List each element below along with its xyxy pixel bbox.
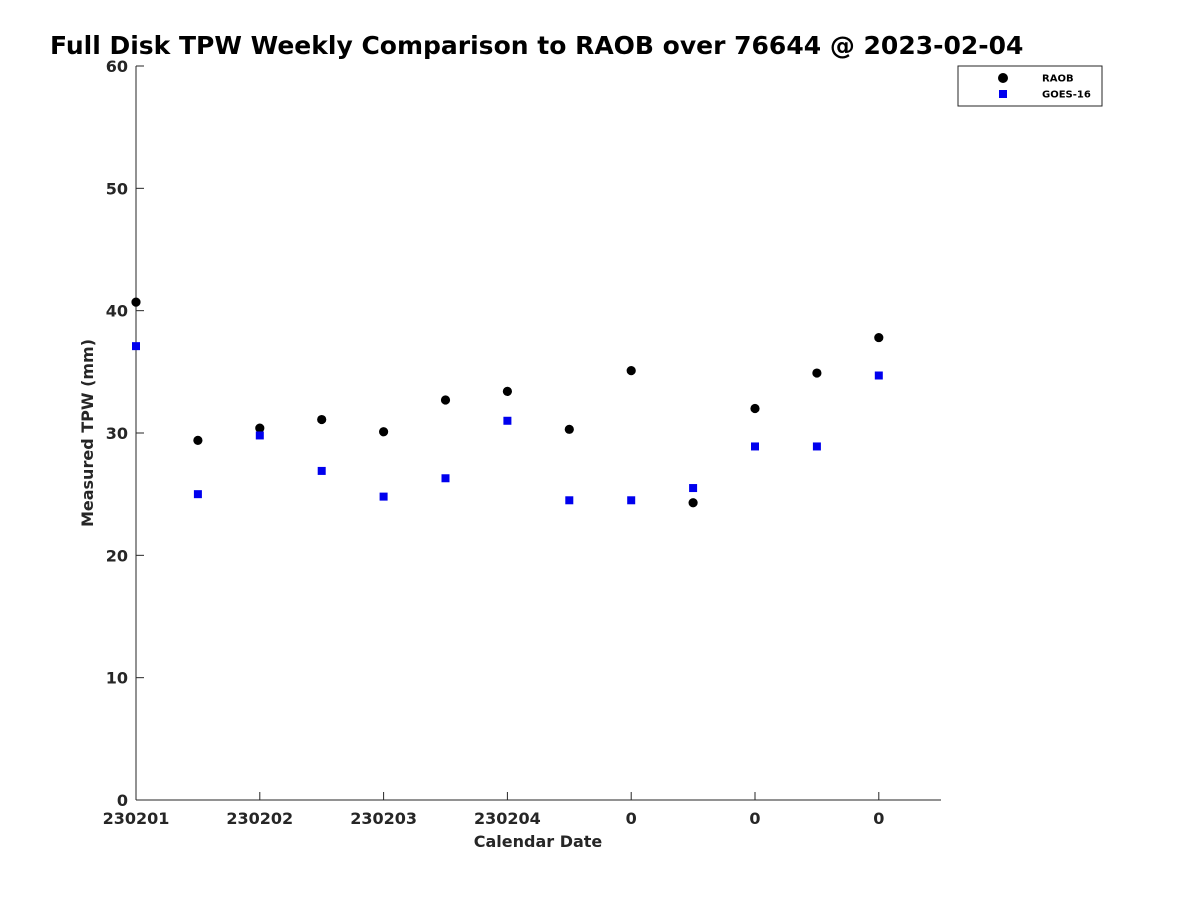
y-tick-label: 0	[117, 791, 128, 810]
x-tick-label: 0	[626, 809, 637, 828]
x-axis-label: Calendar Date	[474, 832, 603, 851]
y-ticks: 0 10 20 30 40 50 60	[106, 57, 144, 810]
y-tick-label: 30	[106, 424, 128, 443]
x-tick-label: 230202	[226, 809, 293, 828]
point-raob	[874, 332, 884, 343]
data-points	[131, 297, 884, 508]
legend-goes16-marker	[999, 90, 1007, 98]
point-raob	[255, 423, 265, 433]
x-tick-label: 0	[873, 809, 884, 828]
chart-title: Full Disk TPW Weekly Comparison to RAOB …	[50, 31, 1023, 60]
point-raob	[131, 297, 141, 307]
y-axis-label: Measured TPW (mm)	[78, 339, 97, 527]
x-tick-label: 230204	[474, 809, 541, 828]
x-tick-label: 230201	[103, 809, 170, 828]
point-goes-16	[812, 442, 821, 451]
legend-raob-marker	[998, 73, 1008, 83]
point-raob	[317, 414, 327, 425]
point-raob	[688, 498, 698, 508]
point-goes-16	[565, 496, 574, 505]
point-goes-16	[441, 474, 450, 483]
y-tick-label: 60	[106, 57, 128, 76]
point-raob	[378, 427, 389, 437]
point-raob	[626, 366, 636, 376]
legend-box	[957, 65, 1103, 107]
point-raob	[750, 403, 760, 414]
y-tick-label: 20	[106, 546, 128, 565]
point-goes-16	[132, 342, 140, 351]
legend: RAOB GOES-16	[957, 65, 1103, 107]
point-goes-16	[874, 371, 883, 380]
point-raob	[502, 386, 512, 397]
y-tick-label: 50	[106, 179, 128, 198]
y-tick-label: 10	[106, 669, 128, 688]
point-raob	[193, 435, 203, 445]
point-goes-16	[193, 490, 202, 499]
point-goes-16	[379, 492, 388, 501]
point-goes-16	[751, 442, 759, 451]
point-raob	[564, 424, 574, 434]
x-ticks: 230201 230202 230203 230204 0 0 0	[103, 792, 884, 828]
point-raob	[440, 395, 451, 405]
point-goes-16	[627, 496, 636, 505]
legend-raob-label: RAOB	[1042, 74, 1074, 85]
x-tick-label: 230203	[350, 809, 417, 828]
point-goes-16	[689, 484, 698, 493]
point-goes-16	[503, 416, 512, 425]
legend-goes16-label: GOES-16	[1042, 90, 1091, 101]
point-goes-16	[317, 466, 326, 475]
y-tick-label: 40	[106, 302, 128, 321]
point-goes-16	[255, 431, 264, 440]
x-tick-label: 0	[749, 809, 760, 828]
point-raob	[812, 368, 822, 378]
